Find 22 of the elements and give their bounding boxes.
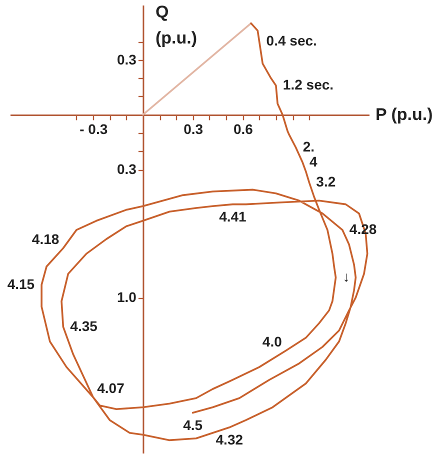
annotation: ↓ bbox=[342, 268, 350, 284]
y-axis-title: Q (p.u.) bbox=[155, 2, 198, 48]
y-tick-label: 0.3 bbox=[116, 161, 137, 178]
annotation: 4.15 bbox=[7, 276, 35, 292]
annotation: 3.2 bbox=[316, 173, 336, 190]
x-axis-title: P (p.u.) bbox=[376, 105, 432, 124]
annotation: 4.35 bbox=[70, 318, 98, 334]
annotation: 4.5 bbox=[183, 416, 203, 433]
annotation: 4.0 bbox=[262, 334, 282, 350]
annotation: 4.18 bbox=[32, 231, 60, 248]
y-tick-label: 0.3 bbox=[116, 51, 137, 68]
annotation: 4 bbox=[310, 153, 318, 170]
annotation: 0.4 sec. bbox=[266, 32, 317, 49]
annotation: 4.07 bbox=[97, 380, 125, 396]
y-tick-label: 1.0 bbox=[116, 289, 137, 306]
annotation: 4.32 bbox=[216, 431, 244, 448]
x-tick-label: 0.6 bbox=[233, 121, 254, 138]
annotation: 1.2 sec. bbox=[282, 76, 334, 92]
x-tick-label: - 0.3 bbox=[80, 121, 108, 138]
x-tick-label: 0.3 bbox=[184, 121, 204, 138]
annotation: 2. bbox=[302, 138, 315, 155]
annotation: 4.41 bbox=[219, 208, 247, 224]
